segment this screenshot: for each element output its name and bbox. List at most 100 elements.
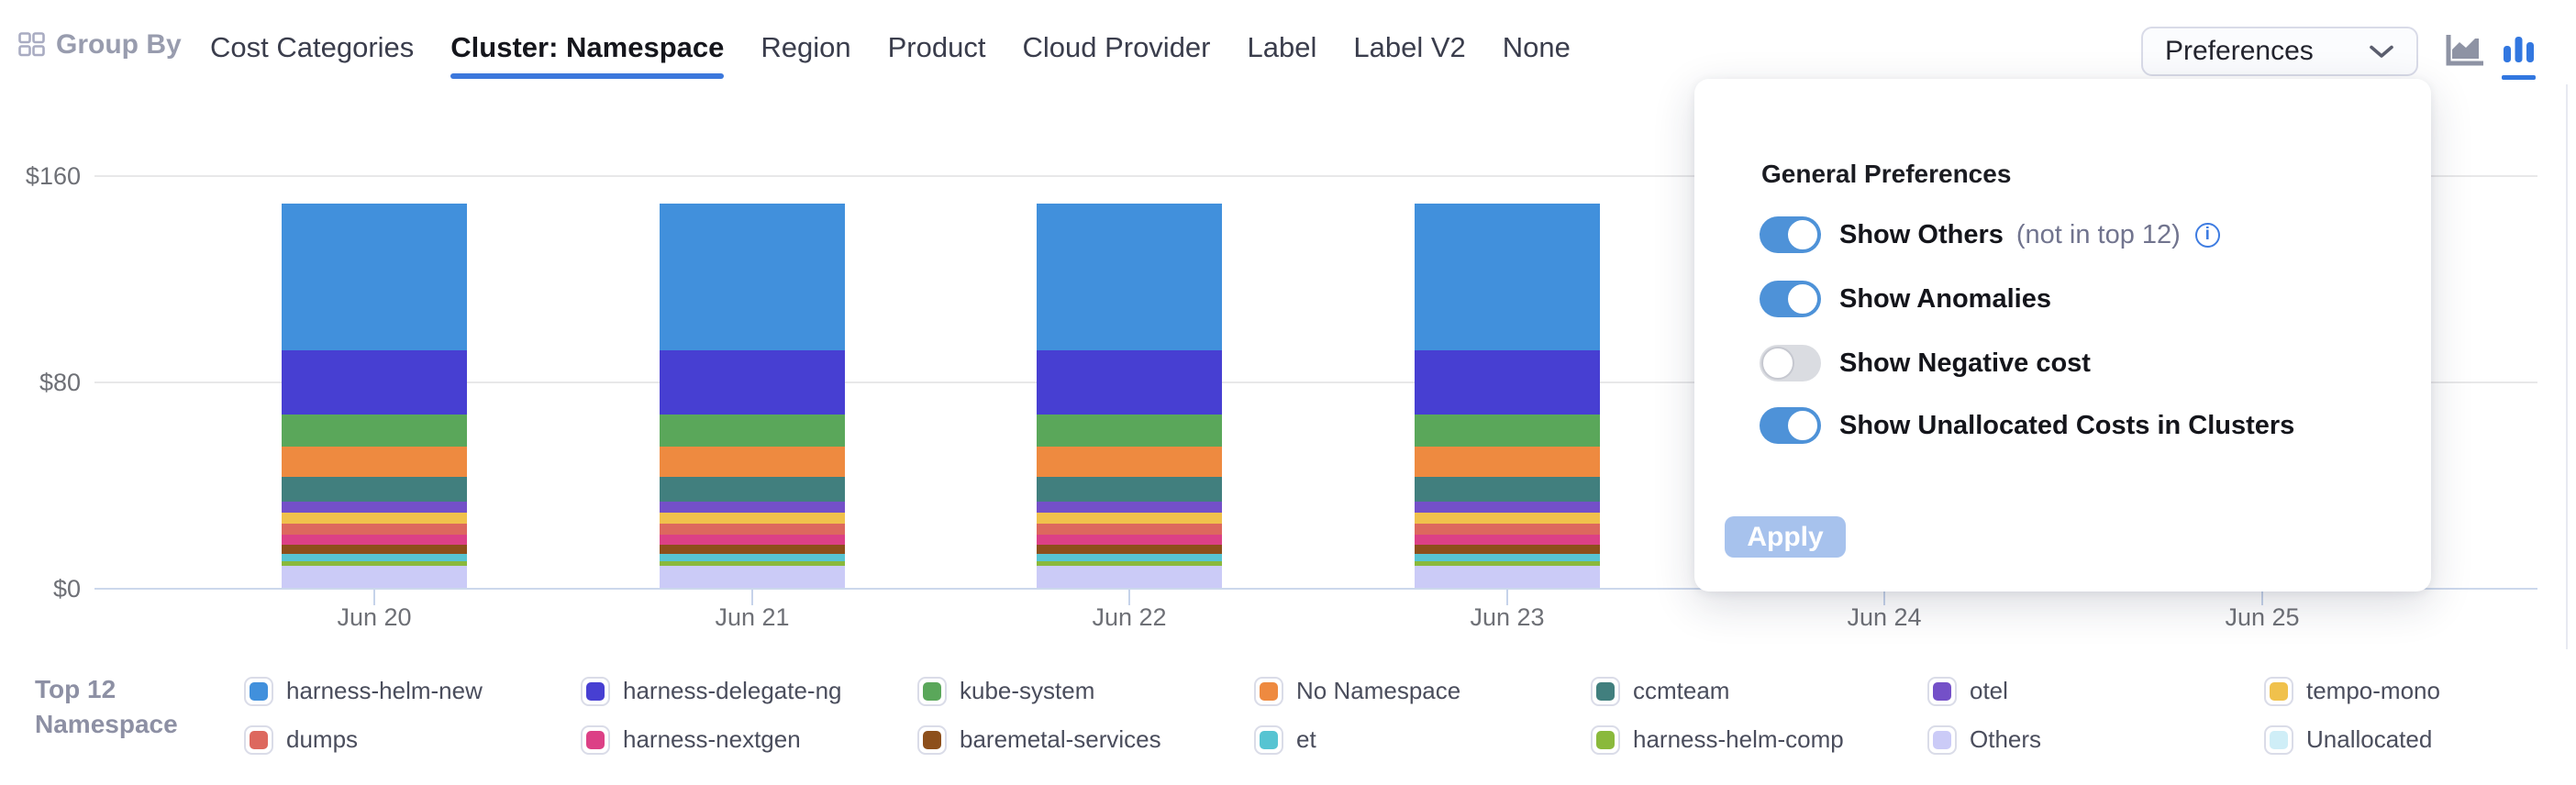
bar-segment-harness-helm-comp[interactable] [660, 560, 845, 566]
bar-segment-tempo-mono[interactable] [1037, 513, 1222, 525]
tab-product[interactable]: Product [887, 31, 986, 63]
legend-item-otel[interactable]: otel [1927, 676, 2264, 706]
bar-segment-no-namespace[interactable] [1415, 447, 1600, 478]
chart-view-switcher [2446, 33, 2536, 80]
legend-label: Unallocated [2306, 725, 2433, 753]
bar-segment-harness-delegate-ng[interactable] [660, 349, 845, 415]
legend-item-tempo-mono[interactable]: tempo-mono [2264, 676, 2576, 706]
tab-cloud-provider[interactable]: Cloud Provider [1022, 31, 1211, 63]
bar-segment-kube-system[interactable] [660, 415, 845, 448]
bar-segment-kube-system[interactable] [1415, 415, 1600, 448]
bar-segment-otel[interactable] [660, 502, 845, 514]
bar-segment-tempo-mono[interactable] [282, 513, 467, 525]
bar-segment-et[interactable] [1415, 554, 1600, 561]
bar-segment-others[interactable] [282, 565, 467, 589]
bar-segment-tempo-mono[interactable] [660, 513, 845, 525]
bar-segment-harness-helm-new[interactable] [1415, 204, 1600, 350]
bar-segment-dumps[interactable] [282, 524, 467, 536]
bar-segment-harness-nextgen[interactable] [1037, 535, 1222, 546]
bar-segment-ccmteam[interactable] [282, 477, 467, 503]
tab-cost-categories[interactable]: Cost Categories [210, 31, 415, 63]
bar-segment-baremetal-services[interactable] [660, 545, 845, 555]
preferences-dropdown[interactable]: Preferences [2141, 27, 2418, 76]
tab-label[interactable]: Label [1247, 31, 1317, 63]
bar-segment-kube-system[interactable] [1037, 415, 1222, 448]
bar-segment-others[interactable] [1415, 565, 1600, 589]
bar-segment-dumps[interactable] [1415, 524, 1600, 536]
bar-segment-harness-delegate-ng[interactable] [1037, 349, 1222, 415]
x-axis-tick [373, 590, 375, 605]
bar-segment-otel[interactable] [282, 502, 467, 514]
bar-segment-et[interactable] [660, 554, 845, 561]
bar-segment-harness-helm-comp[interactable] [282, 560, 467, 566]
bar-segment-ccmteam[interactable] [1415, 477, 1600, 503]
bar-segment-harness-helm-comp[interactable] [1415, 560, 1600, 566]
bar-segment-et[interactable] [282, 554, 467, 561]
bar-segment-others[interactable] [660, 565, 845, 589]
apply-button[interactable]: Apply [1725, 516, 1846, 558]
bar-segment-no-namespace[interactable] [282, 447, 467, 478]
bar-segment-others[interactable] [1037, 565, 1222, 589]
legend-item-harness-nextgen[interactable]: harness-nextgen [581, 724, 917, 755]
legend-swatch-color [250, 730, 268, 749]
bar-segment-et[interactable] [1037, 554, 1222, 561]
legend-item-ccmteam[interactable]: ccmteam [1591, 676, 1927, 706]
legend-item-harness-helm-comp[interactable]: harness-helm-comp [1591, 724, 1927, 755]
toggle-off[interactable] [1760, 345, 1821, 381]
bar-segment-tempo-mono[interactable] [1415, 513, 1600, 525]
bar-segment-otel[interactable] [1415, 502, 1600, 514]
tab-region[interactable]: Region [761, 31, 851, 63]
bar-segment-harness-nextgen[interactable] [282, 535, 467, 546]
legend-item-baremetal-services[interactable]: baremetal-services [917, 724, 1254, 755]
legend-title-line2: Namespace [35, 710, 178, 738]
legend-swatch-color [923, 730, 941, 749]
bar-segment-harness-helm-comp[interactable] [1037, 560, 1222, 566]
tab-none[interactable]: None [1502, 31, 1571, 63]
legend-label: otel [1970, 677, 2008, 704]
bar-segment-ccmteam[interactable] [1037, 477, 1222, 503]
legend-item-no-namespace[interactable]: No Namespace [1254, 676, 1591, 706]
legend-swatch-color [923, 681, 941, 701]
bar-segment-dumps[interactable] [660, 524, 845, 536]
bar-segment-harness-helm-new[interactable] [1037, 204, 1222, 350]
bar-segment-harness-delegate-ng[interactable] [282, 349, 467, 415]
toggle-label: Show Anomalies [1839, 283, 2051, 314]
area-chart-icon[interactable] [2446, 33, 2485, 71]
bar-segment-kube-system[interactable] [282, 415, 467, 448]
toggle-on[interactable] [1760, 407, 1821, 444]
legend-item-harness-delegate-ng[interactable]: harness-delegate-ng [581, 676, 917, 706]
legend-item-others[interactable]: Others [1927, 724, 2264, 755]
bar-segment-baremetal-services[interactable] [1415, 545, 1600, 555]
bar-segment-ccmteam[interactable] [660, 477, 845, 503]
bar-segment-harness-helm-new[interactable] [660, 204, 845, 350]
info-icon[interactable]: i [2194, 222, 2220, 248]
bar-segment-no-namespace[interactable] [1037, 447, 1222, 478]
legend-item-harness-helm-new[interactable]: harness-helm-new [244, 676, 581, 706]
bar-segment-baremetal-services[interactable] [1037, 545, 1222, 555]
bar-segment-no-namespace[interactable] [660, 447, 845, 478]
legend-label: dumps [286, 725, 359, 753]
x-axis-label: Jun 21 [715, 603, 790, 631]
bar-segment-dumps[interactable] [1037, 524, 1222, 536]
bar-chart-icon[interactable] [2502, 35, 2536, 80]
bar-segment-harness-delegate-ng[interactable] [1415, 349, 1600, 415]
legend-swatch [581, 724, 610, 755]
tab-cluster-namespace[interactable]: Cluster: Namespace [450, 31, 724, 79]
legend-swatch [917, 724, 947, 755]
x-axis-label: Jun 24 [1847, 603, 1922, 631]
legend-item-kube-system[interactable]: kube-system [917, 676, 1254, 706]
legend-swatch [2264, 724, 2293, 755]
legend-item-et[interactable]: et [1254, 724, 1591, 755]
legend-item-unallocated[interactable]: Unallocated [2264, 724, 2576, 755]
toggle-on[interactable] [1760, 216, 1821, 253]
x-axis-tick [1128, 590, 1130, 605]
toggle-on[interactable] [1760, 281, 1821, 317]
bar-segment-otel[interactable] [1037, 502, 1222, 514]
tab-label-v2[interactable]: Label V2 [1353, 31, 1466, 63]
legend-item-dumps[interactable]: dumps [244, 724, 581, 755]
legend: harness-helm-new harness-delegate-ng kube-… [244, 667, 2576, 764]
bar-segment-harness-nextgen[interactable] [660, 535, 845, 546]
bar-segment-baremetal-services[interactable] [282, 545, 467, 555]
bar-segment-harness-helm-new[interactable] [282, 204, 467, 350]
bar-segment-harness-nextgen[interactable] [1415, 535, 1600, 546]
